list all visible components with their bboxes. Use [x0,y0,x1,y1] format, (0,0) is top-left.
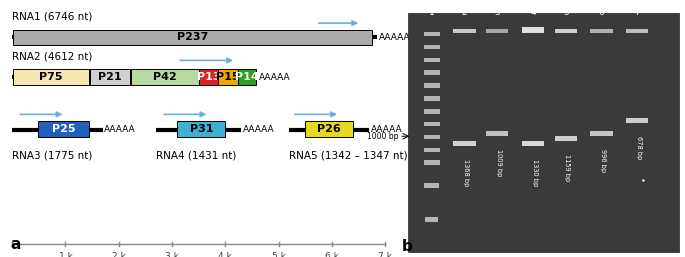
Text: RNA4 (1431 nt): RNA4 (1431 nt) [156,150,236,160]
FancyBboxPatch shape [13,69,90,85]
FancyBboxPatch shape [453,29,475,33]
FancyBboxPatch shape [423,32,440,36]
Text: 5: 5 [563,8,569,17]
Text: 3: 3 [495,8,500,17]
Text: P14: P14 [235,72,259,82]
Text: P25: P25 [52,124,75,134]
Text: 1330 bp: 1330 bp [532,159,538,187]
FancyBboxPatch shape [522,141,544,146]
FancyBboxPatch shape [423,135,440,139]
Text: 1 k: 1 k [58,252,73,257]
FancyBboxPatch shape [408,13,679,252]
FancyBboxPatch shape [424,183,439,188]
Text: 1009 bp: 1009 bp [496,149,501,177]
FancyBboxPatch shape [425,217,438,222]
Text: AAAAA: AAAAA [243,125,275,134]
Text: P237: P237 [177,32,208,42]
Text: P42: P42 [153,72,177,82]
FancyBboxPatch shape [522,27,544,33]
Text: 2: 2 [462,8,467,17]
FancyBboxPatch shape [177,121,225,137]
FancyBboxPatch shape [486,131,508,136]
Text: 3 k: 3 k [165,252,179,257]
Text: 4: 4 [530,8,536,17]
Text: RNA2 (4612 nt): RNA2 (4612 nt) [12,52,92,62]
FancyBboxPatch shape [219,69,238,85]
FancyBboxPatch shape [423,83,440,88]
FancyBboxPatch shape [423,148,440,152]
Text: 4 k: 4 k [219,252,232,257]
Text: 7 k: 7 k [378,252,392,257]
FancyBboxPatch shape [423,109,440,114]
FancyBboxPatch shape [590,131,613,136]
FancyBboxPatch shape [423,58,440,62]
FancyBboxPatch shape [423,45,440,49]
FancyBboxPatch shape [423,122,440,126]
FancyBboxPatch shape [626,118,649,123]
FancyBboxPatch shape [626,29,649,33]
Text: P26: P26 [317,124,341,134]
FancyBboxPatch shape [131,69,199,85]
FancyBboxPatch shape [13,30,372,45]
Text: RNA5 (1342 – 1347 nt): RNA5 (1342 – 1347 nt) [289,150,408,160]
Text: RNA1 (6746 nt): RNA1 (6746 nt) [12,12,92,22]
Text: P75: P75 [39,72,63,82]
Text: P15: P15 [216,72,240,82]
Text: 678 bp: 678 bp [636,136,642,160]
Text: AAAAA: AAAAA [104,125,136,134]
Text: 5 k: 5 k [272,252,286,257]
Text: a: a [11,237,21,252]
FancyBboxPatch shape [423,70,440,75]
FancyBboxPatch shape [590,29,613,33]
Text: 7: 7 [634,8,640,17]
Text: b: b [402,240,413,254]
FancyBboxPatch shape [306,121,353,137]
FancyBboxPatch shape [555,136,577,141]
FancyBboxPatch shape [423,160,440,165]
Text: 6: 6 [599,8,604,17]
FancyBboxPatch shape [90,69,130,85]
Text: P31: P31 [190,124,213,134]
Text: 996 bp: 996 bp [600,149,606,172]
Text: RNA3 (1775 nt): RNA3 (1775 nt) [12,150,92,160]
FancyBboxPatch shape [555,29,577,33]
Text: P13: P13 [197,72,221,82]
Text: 1000 bp: 1000 bp [367,132,399,141]
Text: AAAAA: AAAAA [259,72,290,82]
Text: 1368 bp: 1368 bp [463,159,469,187]
Text: 1159 bp: 1159 bp [564,154,571,181]
FancyBboxPatch shape [199,69,218,85]
Text: AAAAA: AAAAA [379,33,410,42]
FancyBboxPatch shape [453,141,475,146]
Text: 2 k: 2 k [112,252,125,257]
Text: P21: P21 [99,72,122,82]
Text: AAAAA: AAAAA [371,125,402,134]
FancyBboxPatch shape [486,29,508,33]
FancyBboxPatch shape [423,96,440,101]
FancyBboxPatch shape [238,69,256,85]
FancyBboxPatch shape [38,121,90,137]
Text: 6 k: 6 k [325,252,339,257]
Text: 1: 1 [429,8,434,17]
